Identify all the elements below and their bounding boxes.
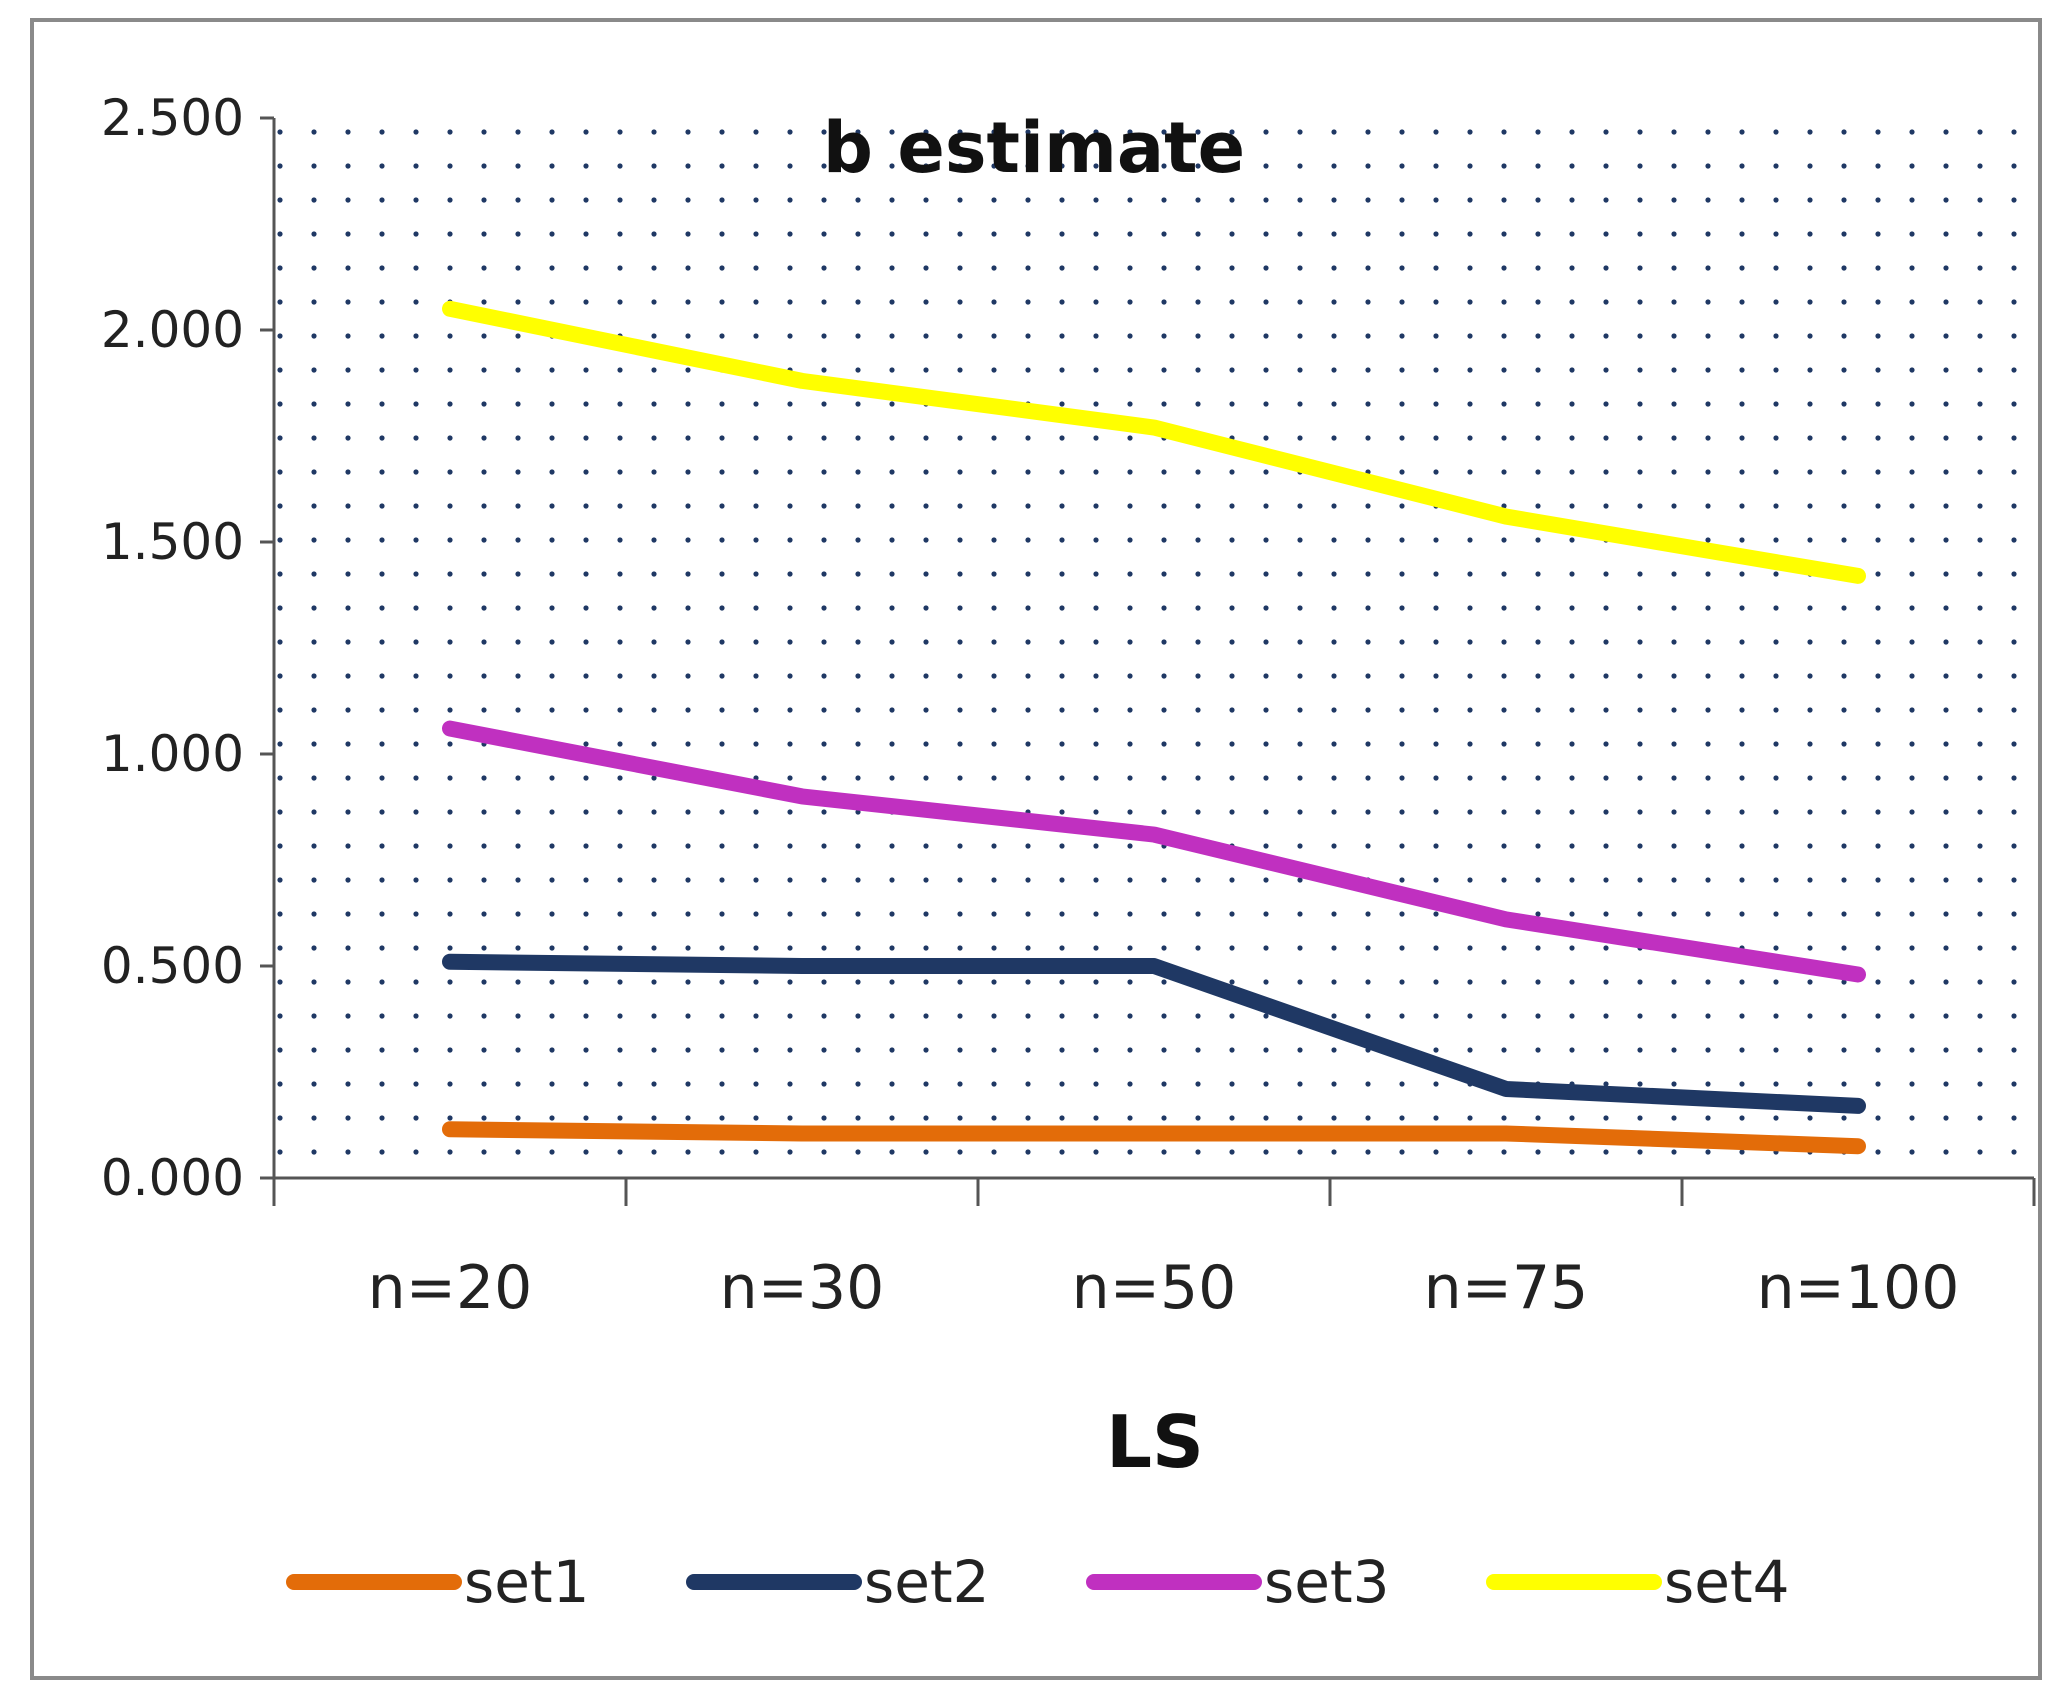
- x-tick-label: n=20: [368, 1253, 533, 1323]
- y-tick-label: 1.500: [101, 513, 244, 571]
- y-tick-label: 2.000: [101, 301, 244, 359]
- series-line-set3: [442, 720, 1866, 983]
- y-tick-label: 2.500: [101, 89, 244, 147]
- x-axis-title: LS: [1106, 1400, 1204, 1484]
- chart-title: b estimate: [823, 107, 1245, 189]
- legend-label-set1: set1: [464, 1548, 590, 1616]
- series-line-set4: [442, 300, 1866, 584]
- line-chart: 0.000 0.500 1.000 1.500 2.000 2.500 n=20 n=30 n=…: [101, 89, 2036, 1616]
- y-tick-label: 1.000: [101, 725, 244, 783]
- x-tick-label: n=75: [1424, 1253, 1589, 1323]
- legend-label-set3: set3: [1264, 1548, 1390, 1616]
- x-tick-label: n=30: [720, 1253, 885, 1323]
- x-tick-label: n=50: [1072, 1253, 1237, 1323]
- legend-label-set2: set2: [864, 1548, 990, 1616]
- legend: set1 set2 set3 set4: [286, 1548, 1790, 1616]
- y-tick-label: 0.500: [101, 937, 244, 995]
- series-line-set1: [442, 1121, 1866, 1155]
- y-tick-label: 0.000: [101, 1149, 244, 1207]
- legend-label-set4: set4: [1664, 1548, 1790, 1616]
- plot-area: [274, 118, 2034, 1178]
- series-line-set2: [442, 953, 1866, 1114]
- chart-frame: 0.000 0.500 1.000 1.500 2.000 2.500 n=20 n=30 n=…: [30, 18, 2042, 1680]
- x-tick-label: n=100: [1757, 1253, 1960, 1323]
